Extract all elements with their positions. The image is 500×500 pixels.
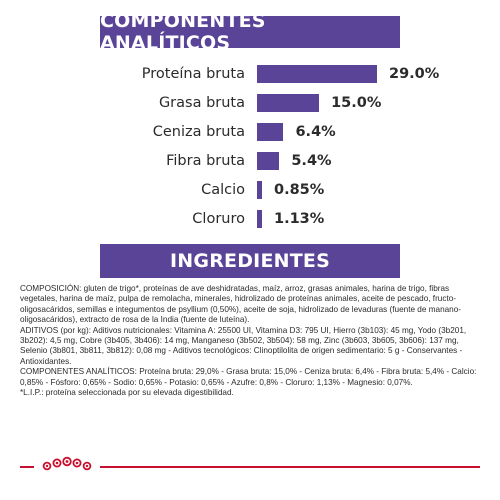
nutrient-name: Calcio (201, 182, 245, 198)
analytics-title: COMPONENTES ANALÍTICOS (100, 10, 266, 54)
footer-divider (20, 466, 480, 468)
nutrient-name: Ceniza bruta (152, 124, 245, 140)
nutrient-name: Proteína bruta (141, 66, 245, 82)
nutrient-name: Grasa bruta (158, 95, 245, 111)
nutrient-value: 29.0% (389, 66, 440, 82)
nutrient-value: 15.0% (331, 95, 382, 111)
nutrient-bar (257, 152, 280, 170)
ingredients-title-banner: INGREDIENTES (100, 244, 400, 278)
nutrient-bar (257, 65, 377, 83)
nutrient-bar (257, 94, 320, 112)
analytics-title-banner: COMPONENTES ANALÍTICOS (100, 10, 400, 54)
ingredients-text: COMPOSICIÓN: gluten de trigo*, proteínas… (20, 284, 484, 398)
nutrient-bar (257, 210, 262, 228)
nutrient-row-calcio: Calcio 0.85% (0, 179, 500, 201)
nutrient-bar (257, 123, 284, 141)
nutrient-row-cloruro: Cloruro 1.13% (0, 208, 500, 230)
nutrient-value: 5.4% (291, 153, 332, 169)
nutrient-value: 1.13% (274, 211, 325, 227)
nutrient-name: Cloruro (192, 211, 245, 227)
lip-footnote: *L.I.P.: proteína seleccionada por su el… (20, 388, 234, 398)
crown-svg (42, 456, 92, 471)
additives-paragraph: ADITIVOS (por kg): Aditivos nutricionale… (20, 325, 467, 366)
nutrient-value: 6.4% (295, 124, 336, 140)
nutrient-row-proteina-bruta: Proteína bruta 29.0% (0, 63, 500, 85)
royal-canin-crown-icon (34, 452, 100, 474)
nutrient-bar (257, 181, 262, 199)
analytical-components-paragraph: COMPONENTES ANALÍTICOS: Proteína bruta: … (20, 367, 477, 387)
nutrient-row-ceniza-bruta: Ceniza bruta 6.4% (0, 121, 500, 143)
nutrient-row-grasa-bruta: Grasa bruta 15.0% (0, 92, 500, 114)
nutrient-name: Fibra bruta (166, 153, 245, 169)
composition-paragraph: COMPOSICIÓN: gluten de trigo*, proteínas… (20, 284, 462, 325)
nutrient-row-fibra-bruta: Fibra bruta 5.4% (0, 150, 500, 172)
ingredients-title: INGREDIENTES (170, 250, 330, 272)
nutrient-value: 0.85% (274, 182, 325, 198)
